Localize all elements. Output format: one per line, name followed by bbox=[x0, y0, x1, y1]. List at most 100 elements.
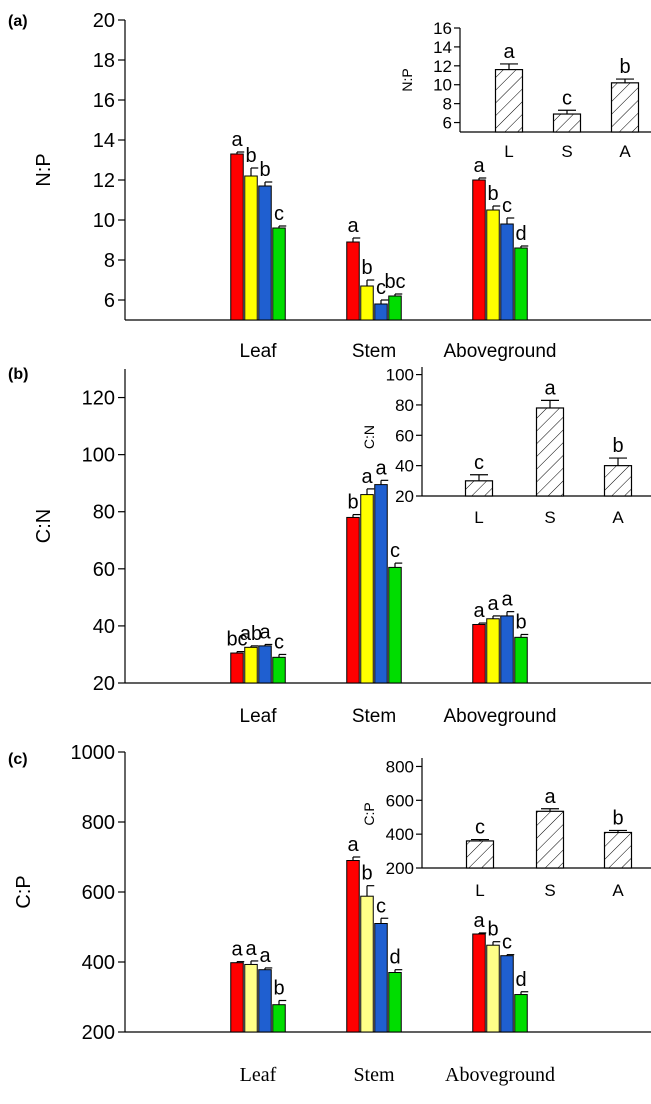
bar bbox=[374, 303, 388, 321]
bar bbox=[500, 223, 514, 321]
inset-y-tick-label: 16 bbox=[433, 19, 452, 38]
y-tick-label: 10 bbox=[93, 210, 115, 232]
y-axis-label: N:P bbox=[33, 153, 55, 186]
significance-letter: bc bbox=[384, 271, 405, 293]
significance-letter: c bbox=[274, 631, 284, 653]
x-category-label: Leaf bbox=[240, 706, 278, 727]
bar bbox=[346, 516, 360, 684]
y-tick-label: 120 bbox=[82, 388, 115, 410]
significance-letter: b bbox=[487, 919, 498, 941]
y-tick-label: 20 bbox=[93, 10, 115, 32]
bar bbox=[472, 933, 486, 1033]
significance-letter: c bbox=[390, 540, 400, 562]
inset-significance-letter: c bbox=[475, 817, 485, 839]
panel-3: (c) 200 400 600 800 1000 C:P Leaf Stem Abovegroun… bbox=[8, 742, 651, 1086]
significance-letter: d bbox=[389, 947, 400, 969]
inset-y-axis-label: C:P bbox=[361, 802, 377, 825]
significance-letter: c bbox=[502, 932, 512, 954]
bar bbox=[486, 944, 500, 1033]
inset-x-category-label: L bbox=[474, 508, 483, 527]
inset-x-category-label: A bbox=[612, 881, 624, 900]
bar bbox=[230, 153, 244, 321]
significance-letter: a bbox=[231, 129, 243, 151]
inset-significance-letter: b bbox=[612, 435, 623, 457]
inset-y-tick-label: 60 bbox=[395, 426, 414, 445]
significance-letter: a bbox=[259, 945, 271, 967]
inset-significance-letter: c bbox=[474, 452, 484, 474]
y-tick-label: 60 bbox=[93, 559, 115, 581]
y-tick-label: 800 bbox=[82, 812, 115, 834]
x-category-label: Stem bbox=[353, 1064, 395, 1086]
inset-bar bbox=[494, 68, 524, 133]
y-axis-label: C:P bbox=[13, 875, 35, 908]
bar bbox=[374, 484, 388, 684]
inset-y-tick-label: 6 bbox=[443, 114, 452, 133]
inset-y-tick-label: 80 bbox=[395, 396, 414, 415]
significance-letter: a bbox=[245, 938, 257, 960]
significance-letter: a bbox=[361, 466, 373, 488]
inset-y-tick-label: 600 bbox=[386, 791, 414, 810]
significance-letter: b bbox=[361, 257, 372, 279]
inset-x-category-label: A bbox=[619, 142, 631, 161]
inset-significance-letter: a bbox=[544, 377, 556, 399]
y-tick-label: 14 bbox=[93, 130, 115, 152]
y-tick-label: 400 bbox=[82, 952, 115, 974]
significance-letter: c bbox=[376, 277, 386, 299]
y-tick-label: 16 bbox=[93, 90, 115, 112]
inset-y-tick-label: 20 bbox=[395, 487, 414, 506]
bar bbox=[244, 963, 258, 1033]
inset-y-tick-label: 8 bbox=[443, 95, 452, 114]
bar bbox=[514, 247, 528, 321]
inset-bar bbox=[610, 82, 640, 133]
panel-label: (c) bbox=[8, 751, 28, 768]
significance-letter: c bbox=[274, 203, 284, 225]
x-category-label: Stem bbox=[352, 341, 396, 362]
inset-x-category-label: L bbox=[504, 142, 513, 161]
inset-bar bbox=[465, 840, 495, 869]
significance-letter: b bbox=[245, 145, 256, 167]
inset-x-category-label: S bbox=[561, 142, 572, 161]
inset-x-category-label: A bbox=[612, 508, 624, 527]
inset-significance-letter: a bbox=[503, 41, 515, 63]
significance-letter: b bbox=[347, 492, 358, 514]
x-category-label: Aboveground bbox=[443, 706, 556, 727]
y-tick-label: 18 bbox=[93, 50, 115, 72]
bar bbox=[360, 494, 374, 684]
bar bbox=[272, 227, 286, 321]
significance-letter: a bbox=[501, 589, 513, 611]
bar bbox=[472, 179, 486, 321]
inset-y-tick-label: 10 bbox=[433, 76, 452, 95]
significance-letter: a bbox=[375, 457, 387, 479]
significance-letter: a bbox=[473, 600, 485, 622]
y-tick-label: 8 bbox=[104, 250, 115, 272]
inset-y-tick-label: 14 bbox=[433, 38, 452, 57]
significance-letter: b bbox=[487, 183, 498, 205]
bar bbox=[360, 895, 374, 1033]
inset-x-category-label: S bbox=[544, 508, 555, 527]
significance-letter: d bbox=[515, 223, 526, 245]
bar bbox=[258, 185, 272, 321]
significance-letter: a bbox=[473, 155, 485, 177]
y-tick-label: 12 bbox=[93, 170, 115, 192]
bar bbox=[360, 285, 374, 321]
bar bbox=[500, 615, 514, 684]
y-tick-label: 200 bbox=[82, 1022, 115, 1044]
inset-significance-letter: a bbox=[544, 786, 556, 808]
significance-letter: bc bbox=[226, 629, 247, 651]
bar bbox=[486, 209, 500, 321]
inset-bar bbox=[535, 407, 565, 497]
significance-letter: b bbox=[273, 978, 284, 1000]
bar bbox=[230, 962, 244, 1033]
inset-y-tick-label: 800 bbox=[386, 757, 414, 776]
significance-letter: b bbox=[361, 863, 372, 885]
inset-significance-letter: b bbox=[612, 807, 623, 829]
inset-y-tick-label: 40 bbox=[395, 457, 414, 476]
significance-letter: c bbox=[502, 195, 512, 217]
y-tick-label: 6 bbox=[104, 290, 115, 312]
significance-letter: a bbox=[347, 834, 359, 856]
inset-y-tick-label: 400 bbox=[386, 825, 414, 844]
y-tick-label: 20 bbox=[93, 673, 115, 695]
x-category-label: Leaf bbox=[240, 1064, 277, 1086]
